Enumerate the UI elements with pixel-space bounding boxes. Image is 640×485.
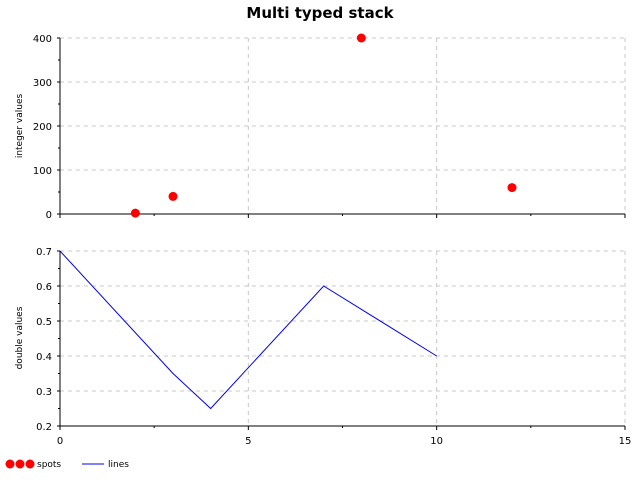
y-tick-label: 0 xyxy=(46,210,52,221)
panel-integer-ylabel: integer values xyxy=(15,94,25,159)
data-point-spots xyxy=(356,33,366,43)
y-tick-label: 0.3 xyxy=(36,387,52,398)
panel-integer-grid xyxy=(59,37,626,215)
legend-spots-label: spots xyxy=(37,460,61,470)
legend-lines-label: lines xyxy=(108,460,129,470)
panel-double-ticks: 0.2 0.3 0.4 0.5 0.6 0.7 0 5 10 15 xyxy=(36,247,631,447)
data-point-spots xyxy=(507,183,517,193)
y-tick-label: 0.2 xyxy=(36,422,52,433)
y-tick-label: 0.4 xyxy=(36,352,52,363)
y-tick-label: 200 xyxy=(33,122,52,133)
chart-title: Multi typed stack xyxy=(246,4,394,22)
x-tick-label: 0 xyxy=(57,436,63,447)
y-tick-label: 0.6 xyxy=(36,282,52,293)
y-tick-label: 0.5 xyxy=(36,317,52,328)
x-tick-label: 10 xyxy=(430,436,443,447)
panel-double-ylabel: double values xyxy=(15,306,25,369)
series-line-lines xyxy=(59,250,437,410)
y-tick-label: 400 xyxy=(33,34,52,45)
legend-spots-marker-1 xyxy=(5,459,15,469)
panel-double: 0.2 0.3 0.4 0.5 0.6 0.7 0 5 10 15 double values xyxy=(15,247,631,447)
y-tick-label: 0.7 xyxy=(36,247,52,258)
legend-spots-marker-2 xyxy=(15,459,25,469)
data-point-spots xyxy=(130,208,140,218)
x-tick-label: 5 xyxy=(245,436,251,447)
legend-spots-marker-3 xyxy=(25,459,35,469)
y-tick-label: 100 xyxy=(33,166,52,177)
panel-double-marks xyxy=(59,250,437,410)
data-point-spots xyxy=(168,191,178,201)
panel-double-grid xyxy=(59,250,626,427)
panel-integer: 0 100 200 300 400 integer values xyxy=(15,33,626,221)
legend: spots lines xyxy=(5,459,129,470)
x-tick-label: 15 xyxy=(619,436,632,447)
panel-integer-ticks: 0 100 200 300 400 xyxy=(33,34,626,221)
y-tick-label: 300 xyxy=(33,78,52,89)
panel-integer-marks xyxy=(130,33,517,218)
